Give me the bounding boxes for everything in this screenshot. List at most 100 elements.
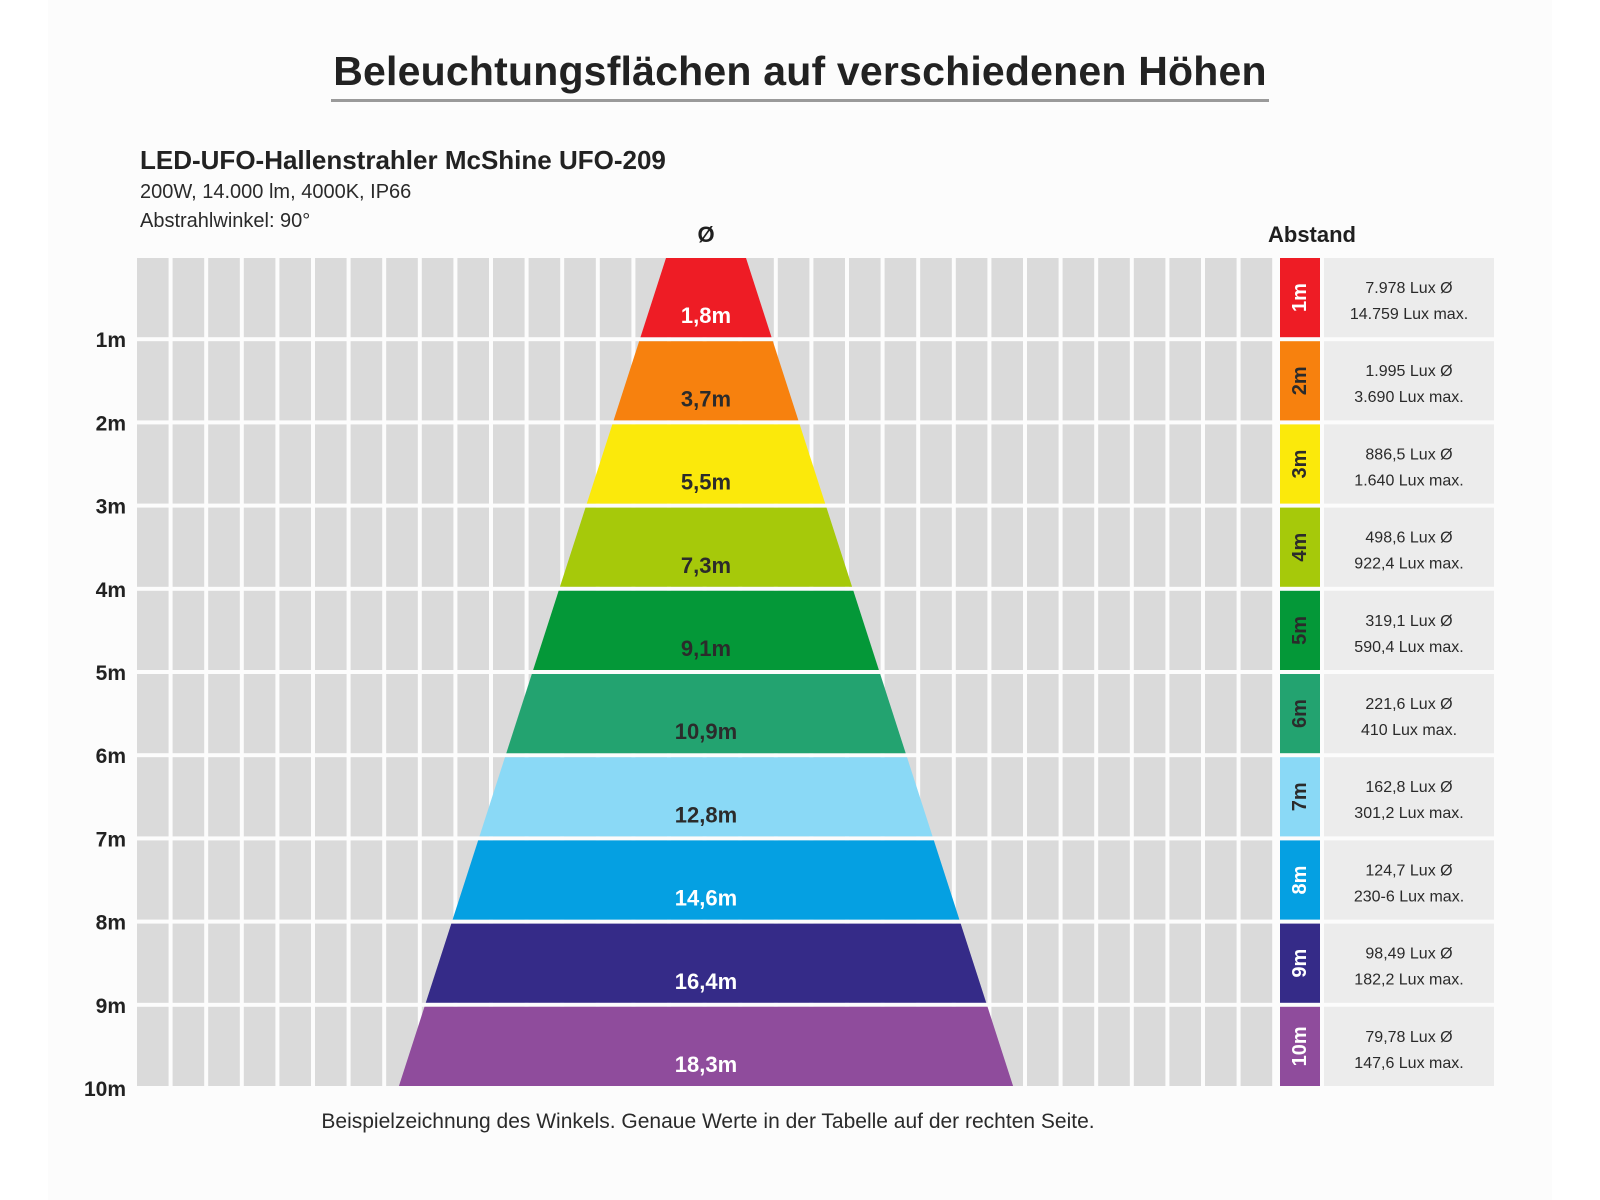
grid-cell (386, 757, 418, 837)
grid-cell (920, 674, 952, 754)
grid-cell (315, 757, 347, 837)
grid-cell (421, 507, 454, 587)
lux-cell (1324, 258, 1494, 338)
grid-cell (528, 258, 561, 338)
grid-cell (350, 840, 383, 920)
grid-cell (1169, 757, 1201, 837)
distance-swatch-7m (1280, 757, 1320, 837)
grid-cell (1062, 424, 1095, 504)
beam-band-2m (613, 341, 799, 421)
grid-cell (137, 923, 169, 1003)
grid-cell (1133, 590, 1166, 670)
lux-cell (1324, 424, 1494, 504)
grid-cell (1133, 923, 1166, 1003)
lux-average: 162,8 Lux Ø (1365, 779, 1452, 796)
grid-cell (991, 674, 1023, 754)
lux-cell (1324, 757, 1494, 837)
grid-cell (920, 590, 952, 670)
lux-average: 498,6 Lux Ø (1365, 530, 1452, 547)
grid-cell (1169, 923, 1201, 1003)
grid-cell (137, 424, 169, 504)
diameter-label: 7,3m (681, 553, 731, 578)
grid-cell (955, 258, 988, 338)
distance-label: 1m (1289, 283, 1311, 312)
grid-cell (884, 424, 917, 504)
grid-cell (1098, 923, 1130, 1003)
grid-cell (386, 923, 418, 1003)
grid-cell (955, 674, 988, 754)
grid-cell (493, 507, 525, 587)
grid-cell (386, 341, 418, 421)
beam-angle: Abstrahlwinkel: 90° (140, 210, 311, 232)
grid-cell (279, 840, 311, 920)
grid-cell (849, 341, 881, 421)
page-title-text: Beleuchtungsflächen auf verschiedenen Hö… (331, 48, 1269, 102)
grid-cell (457, 258, 489, 338)
beam-band-9m (425, 923, 987, 1003)
grid-cell (1240, 507, 1273, 587)
grid-cell (208, 590, 240, 670)
grid-cell (421, 258, 454, 338)
grid-cell (1062, 674, 1095, 754)
grid-cell (1169, 674, 1201, 754)
grid-cell (457, 590, 489, 670)
grid-cell (884, 341, 917, 421)
lux-cell (1324, 674, 1494, 754)
lux-average: 221,6 Lux Ø (1365, 696, 1452, 713)
grid-cell (1062, 590, 1095, 670)
grid-cell (991, 258, 1023, 338)
grid-cell (920, 424, 952, 504)
grid-cell (1205, 757, 1237, 837)
grid-cell (1062, 507, 1095, 587)
grid-cell (1027, 424, 1059, 504)
grid-cell (421, 590, 454, 670)
grid-cell (1098, 590, 1130, 670)
beam-band-8m (452, 840, 960, 920)
grid-cell (386, 840, 418, 920)
grid-cell (243, 424, 276, 504)
grid-cell (172, 590, 205, 670)
grid-cell (1205, 507, 1237, 587)
grid-cell (849, 507, 881, 587)
distance-swatch-1m (1280, 258, 1320, 338)
grid-cell (172, 507, 205, 587)
lux-max: 182,2 Lux max. (1354, 972, 1463, 989)
lux-max: 410 Lux max. (1361, 722, 1457, 739)
beam-band-6m (506, 674, 906, 754)
grid-cell (1027, 674, 1059, 754)
grid-cell (1098, 507, 1130, 587)
lux-average: 98,49 Lux Ø (1365, 946, 1452, 963)
grid-cell (457, 341, 489, 421)
grid-cell (1205, 923, 1237, 1003)
grid-cell (1169, 590, 1201, 670)
grid-cell (137, 341, 169, 421)
y-tick-label: 9m (96, 995, 126, 1018)
distance-label: 10m (1289, 1026, 1311, 1066)
distance-label: 8m (1289, 866, 1311, 895)
lux-average: 7.978 Lux Ø (1365, 280, 1452, 297)
grid-cell (991, 590, 1023, 670)
lux-max: 14.759 Lux max. (1350, 306, 1468, 323)
y-tick-label: 7m (96, 828, 126, 851)
grid-cell (279, 258, 311, 338)
grid-cell (1205, 674, 1237, 754)
grid-cell (315, 1006, 347, 1086)
grid-cell (920, 258, 952, 338)
beam-band-5m (533, 590, 879, 670)
lux-average: 1.995 Lux Ø (1365, 363, 1452, 380)
grid-cell (1205, 341, 1237, 421)
grid-cell (955, 507, 988, 587)
grid-cell (350, 507, 383, 587)
distance-swatch-5m (1280, 590, 1320, 670)
grid-cell (1240, 258, 1273, 338)
grid-cell (457, 674, 489, 754)
lux-max: 301,2 Lux max. (1354, 805, 1463, 822)
grid-cell (849, 258, 881, 338)
grid-cell (172, 1006, 205, 1086)
distance-swatch-10m (1280, 1006, 1320, 1086)
grid-cell (955, 341, 988, 421)
lux-max: 922,4 Lux max. (1354, 556, 1463, 573)
y-tick-label: 3m (96, 496, 126, 519)
grid-cell (350, 341, 383, 421)
grid-cell (955, 757, 988, 837)
